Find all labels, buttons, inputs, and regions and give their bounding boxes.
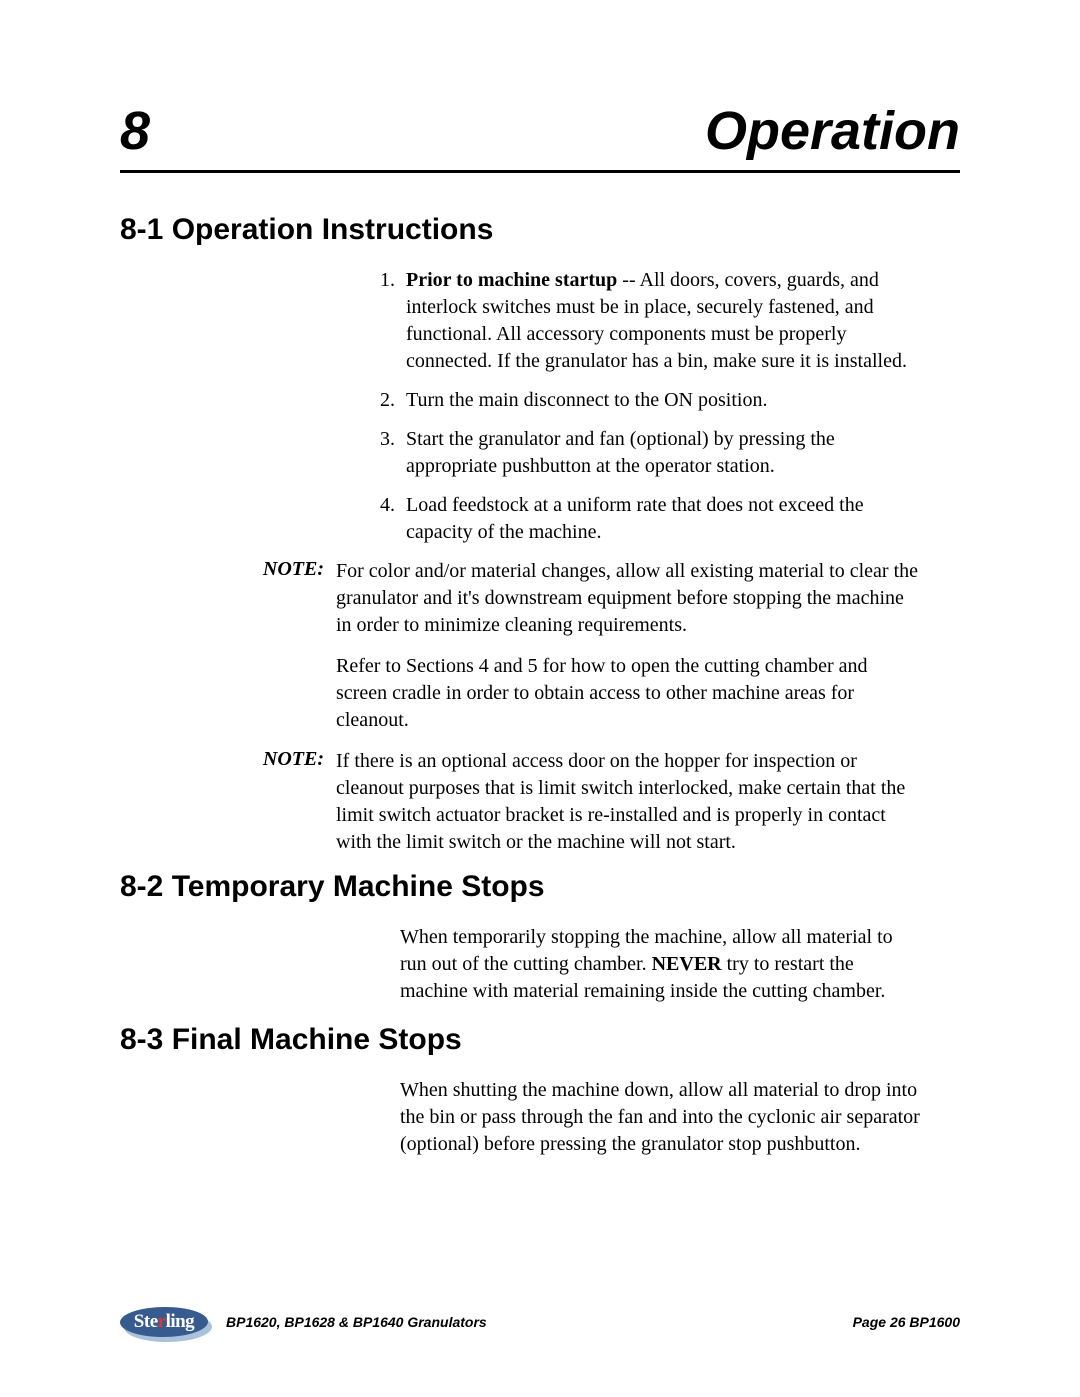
- section-heading-8-3: 8-3 Final Machine Stops: [120, 1023, 960, 1057]
- footer-doc-title: BP1620, BP1628 & BP1640 Granulators: [226, 1314, 487, 1330]
- para-8-2-bold: NEVER: [652, 953, 722, 975]
- note-2-text: If there is an optional access door on t…: [336, 748, 920, 856]
- instruction-item-3: Start the granulator and fan (optional) …: [400, 426, 920, 480]
- note-block-2: NOTE: If there is an optional access doo…: [248, 748, 920, 856]
- note-label: NOTE:: [248, 558, 336, 639]
- note-1-text: For color and/or material changes, allow…: [336, 558, 920, 639]
- operation-instructions-list: Prior to machine startup -- All doors, c…: [370, 267, 920, 546]
- chapter-title: Operation: [705, 100, 960, 162]
- section-heading-8-2: 8-2 Temporary Machine Stops: [120, 870, 960, 904]
- footer-page-number: Page 26 BP1600: [853, 1314, 960, 1330]
- section-8-2-paragraph: When temporarily stopping the machine, a…: [400, 924, 920, 1005]
- note-block-1: NOTE: For color and/or material changes,…: [248, 558, 920, 639]
- section-8-3-paragraph: When shutting the machine down, allow al…: [400, 1077, 920, 1158]
- footer-left: Sterling BP1620, BP1628 & BP1640 Granula…: [120, 1307, 487, 1337]
- page-footer: Sterling BP1620, BP1628 & BP1640 Granula…: [120, 1307, 960, 1337]
- note-label: NOTE:: [248, 748, 336, 856]
- instruction-item-2: Turn the main disconnect to the ON posit…: [400, 387, 920, 414]
- instruction-item-1: Prior to machine startup -- All doors, c…: [400, 267, 920, 375]
- logo-text-b: ling: [166, 1311, 195, 1333]
- note-1-continuation: Refer to Sections 4 and 5 for how to ope…: [336, 653, 920, 734]
- instruction-item-4: Load feedstock at a uniform rate that do…: [400, 492, 920, 546]
- chapter-number: 8: [120, 100, 150, 162]
- logo-text-bar: r: [158, 1311, 166, 1333]
- instruction-1-prefix: Prior to machine startup: [406, 269, 617, 291]
- logo-text: Sterling: [120, 1307, 208, 1337]
- section-heading-8-1: 8-1 Operation Instructions: [120, 213, 960, 247]
- logo-text-a: Ste: [134, 1311, 158, 1333]
- sterling-logo: Sterling: [120, 1307, 208, 1337]
- chapter-header: 8 Operation: [120, 100, 960, 173]
